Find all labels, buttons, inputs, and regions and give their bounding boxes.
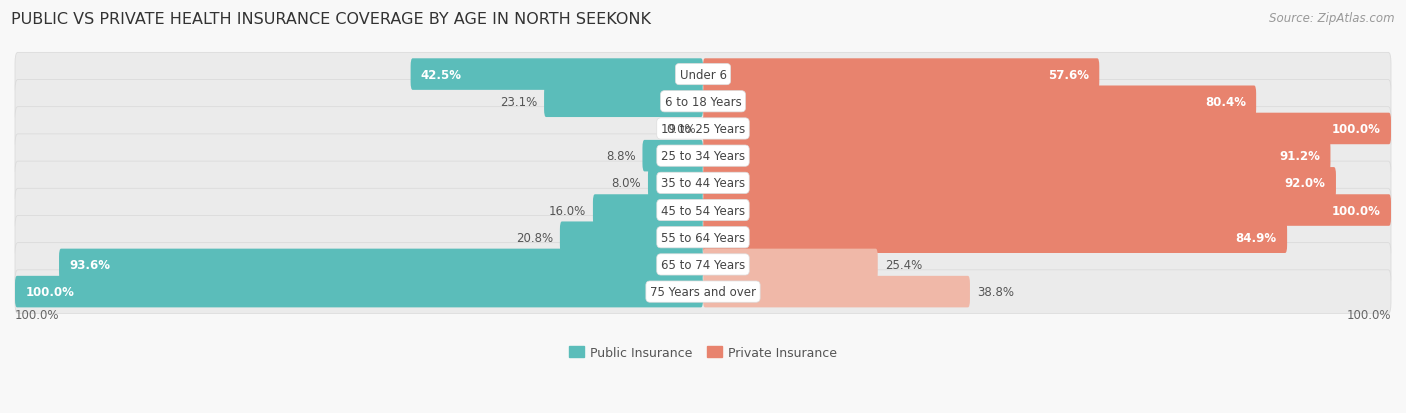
Text: 6 to 18 Years: 6 to 18 Years [665,95,741,109]
Text: 57.6%: 57.6% [1047,69,1090,81]
FancyBboxPatch shape [544,86,703,118]
Text: 100.0%: 100.0% [25,285,75,298]
Text: 100.0%: 100.0% [1347,309,1391,322]
FancyBboxPatch shape [15,216,1391,259]
FancyBboxPatch shape [15,189,1391,232]
Text: 75 Years and over: 75 Years and over [650,285,756,298]
Text: 80.4%: 80.4% [1205,95,1246,109]
FancyBboxPatch shape [703,114,1391,145]
FancyBboxPatch shape [703,168,1336,199]
FancyBboxPatch shape [15,135,1391,178]
Text: 55 to 64 Years: 55 to 64 Years [661,231,745,244]
Text: 100.0%: 100.0% [1331,204,1381,217]
Text: 8.0%: 8.0% [612,177,641,190]
Text: 84.9%: 84.9% [1236,231,1277,244]
FancyBboxPatch shape [703,86,1256,118]
Text: 100.0%: 100.0% [15,309,59,322]
Text: 65 to 74 Years: 65 to 74 Years [661,258,745,271]
FancyBboxPatch shape [15,162,1391,205]
FancyBboxPatch shape [648,168,703,199]
FancyBboxPatch shape [703,59,1099,90]
Text: 35 to 44 Years: 35 to 44 Years [661,177,745,190]
Text: 45 to 54 Years: 45 to 54 Years [661,204,745,217]
Text: 38.8%: 38.8% [977,285,1014,298]
FancyBboxPatch shape [15,270,1391,313]
FancyBboxPatch shape [59,249,703,280]
Text: 20.8%: 20.8% [516,231,553,244]
FancyBboxPatch shape [593,195,703,226]
FancyBboxPatch shape [15,53,1391,97]
FancyBboxPatch shape [15,107,1391,151]
FancyBboxPatch shape [703,222,1286,254]
FancyBboxPatch shape [643,140,703,172]
Text: 8.8%: 8.8% [606,150,636,163]
Text: 100.0%: 100.0% [1331,123,1381,135]
FancyBboxPatch shape [703,249,877,280]
Text: 25 to 34 Years: 25 to 34 Years [661,150,745,163]
Text: 23.1%: 23.1% [501,95,537,109]
Text: 0.0%: 0.0% [666,123,696,135]
Text: 25.4%: 25.4% [884,258,922,271]
Text: 92.0%: 92.0% [1285,177,1326,190]
FancyBboxPatch shape [15,80,1391,124]
Text: Under 6: Under 6 [679,69,727,81]
FancyBboxPatch shape [560,222,703,254]
Text: 93.6%: 93.6% [69,258,110,271]
FancyBboxPatch shape [703,140,1330,172]
Text: 19 to 25 Years: 19 to 25 Years [661,123,745,135]
FancyBboxPatch shape [703,276,970,308]
Legend: Public Insurance, Private Insurance: Public Insurance, Private Insurance [568,346,838,359]
Text: 42.5%: 42.5% [420,69,463,81]
FancyBboxPatch shape [411,59,703,90]
Text: Source: ZipAtlas.com: Source: ZipAtlas.com [1270,12,1395,25]
Text: PUBLIC VS PRIVATE HEALTH INSURANCE COVERAGE BY AGE IN NORTH SEEKONK: PUBLIC VS PRIVATE HEALTH INSURANCE COVER… [11,12,651,27]
Text: 16.0%: 16.0% [548,204,586,217]
Text: 91.2%: 91.2% [1279,150,1320,163]
FancyBboxPatch shape [15,276,703,308]
FancyBboxPatch shape [15,243,1391,287]
FancyBboxPatch shape [703,195,1391,226]
